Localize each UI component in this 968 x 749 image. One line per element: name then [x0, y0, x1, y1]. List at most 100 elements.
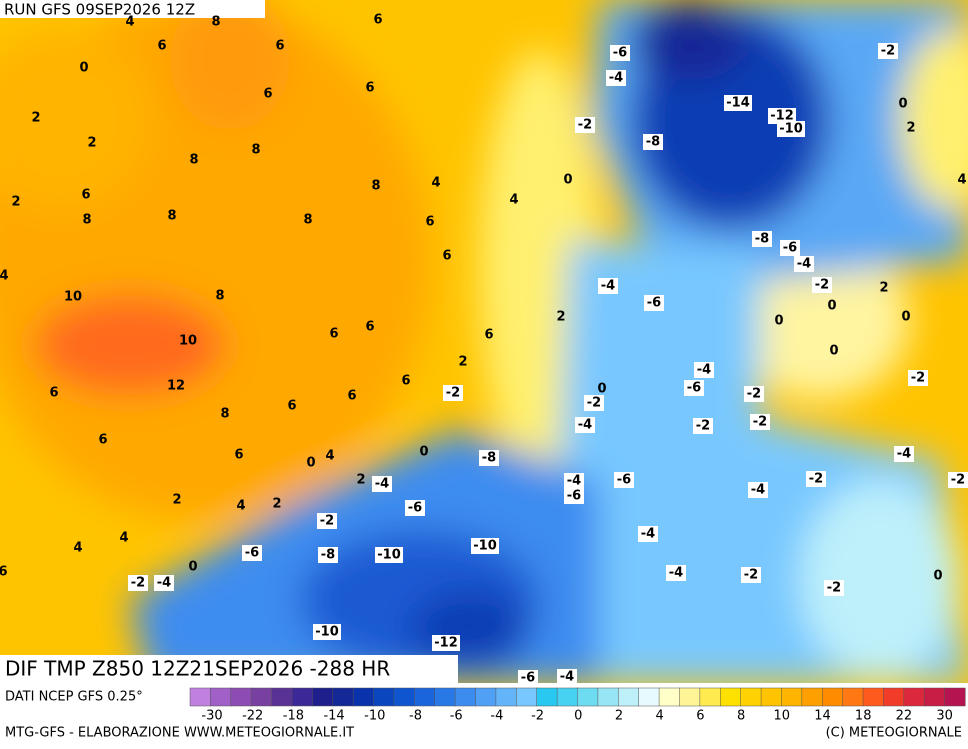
map-label: 8 [167, 209, 176, 224]
map-label: -10 [315, 625, 339, 640]
map-label: -6 [647, 296, 661, 311]
map-label: -6 [408, 501, 422, 516]
label-box [443, 385, 463, 401]
colorbar-label: 4 [656, 709, 664, 724]
colorbar-swatch [352, 687, 375, 707]
label-box [614, 472, 634, 488]
map-label: 2 [11, 195, 20, 210]
map-label: 4 [431, 176, 440, 191]
label-box [794, 256, 814, 272]
map-label: 2 [172, 493, 181, 508]
colorbar-swatch [597, 687, 619, 707]
map-label: 6 [373, 13, 382, 28]
banner-title: DIF TMP Z850 12Z21SEP2026 -288 HR [5, 657, 390, 681]
map-label: -4 [669, 566, 683, 581]
map-label: -2 [131, 576, 145, 591]
map-label: 6 [98, 433, 107, 448]
credit-left: MTG-GFS - ELABORAZIONE WWW.METEOGIORNALE… [5, 726, 354, 741]
label-box [894, 446, 914, 462]
colorbar-label: -4 [490, 709, 503, 724]
map-label: 10 [64, 290, 82, 305]
map-label: 6 [275, 39, 284, 54]
map-label: -8 [482, 451, 496, 466]
colorbar-swatch [638, 687, 660, 707]
map-label: -2 [696, 419, 710, 434]
colorbar-swatch [862, 687, 884, 707]
colorbar-swatch [434, 687, 456, 707]
map-label: 2 [879, 281, 888, 296]
map-label: 2 [87, 136, 96, 151]
label-box [405, 500, 425, 516]
map-label: 4 [119, 531, 128, 546]
map-label: 0 [898, 97, 907, 112]
map-label: 0 [306, 456, 315, 471]
map-label: -6 [567, 489, 581, 504]
colorbar-swatch [842, 687, 864, 707]
label-box [564, 473, 584, 489]
map-label: -6 [521, 671, 535, 686]
label-box [750, 414, 770, 430]
label-box [471, 538, 499, 554]
colorbar-label: 10 [774, 709, 791, 724]
map-label: 4 [73, 541, 82, 556]
map-label: 6 [365, 81, 374, 96]
map-label: 0 [79, 61, 88, 76]
colorbar-label: 8 [737, 709, 745, 724]
map-label: -10 [473, 539, 497, 554]
label-box [610, 45, 630, 61]
label-box [518, 670, 538, 686]
map-label: -12 [434, 636, 458, 651]
colorbar-swatch [577, 687, 599, 707]
map-label: 10 [179, 334, 197, 349]
label-box [724, 95, 752, 111]
colorbar-swatch [679, 687, 701, 707]
label-box [606, 70, 626, 86]
colorbar-swatch [454, 687, 477, 707]
colorbar-swatch [821, 687, 844, 707]
colorbar-swatch [189, 687, 211, 707]
colorbar-swatch [923, 687, 946, 707]
map-label: 6 [425, 215, 434, 230]
map-label: 0 [774, 314, 783, 329]
map-label: 0 [597, 382, 606, 397]
label-box [432, 635, 460, 651]
map-label: -14 [726, 96, 750, 111]
colorbar-label: -22 [242, 709, 263, 724]
banner-box [0, 655, 458, 683]
label-box [154, 575, 174, 591]
label-box [372, 476, 392, 492]
map-label: -6 [245, 546, 259, 561]
colorbar-swatch [414, 687, 436, 707]
map-label: 2 [356, 473, 365, 488]
map-label: 6 [49, 386, 58, 401]
map-label: -10 [779, 122, 803, 137]
colorbar-label: -14 [323, 709, 344, 724]
label-box [375, 547, 403, 563]
label-box [242, 545, 262, 561]
map-label: 0 [901, 310, 910, 325]
map-label: -2 [809, 472, 823, 487]
map-label: 4 [236, 499, 245, 514]
map-label: 6 [263, 87, 272, 102]
map-label: 4 [125, 15, 134, 30]
map-label: -4 [697, 363, 711, 378]
colorbar-swatch [781, 687, 803, 707]
map-label: -10 [377, 548, 401, 563]
map-label: -6 [613, 46, 627, 61]
colorbar-label: -2 [531, 709, 544, 724]
map-label: 0 [829, 344, 838, 359]
colorbar-label: 2 [615, 709, 623, 724]
map-label: -6 [783, 241, 797, 256]
source: DATI NCEP GFS 0.25° [5, 690, 143, 705]
colorbar-label: -8 [409, 709, 422, 724]
map-label: 2 [556, 310, 565, 325]
colorbar-swatch [373, 687, 395, 707]
map-label: 8 [220, 407, 229, 422]
label-box [584, 395, 604, 411]
colorbar-label: 0 [574, 709, 582, 724]
map-label: -12 [770, 109, 794, 124]
label-box [806, 471, 826, 487]
map-label: -2 [747, 387, 761, 402]
colorbar-swatch [495, 687, 517, 707]
